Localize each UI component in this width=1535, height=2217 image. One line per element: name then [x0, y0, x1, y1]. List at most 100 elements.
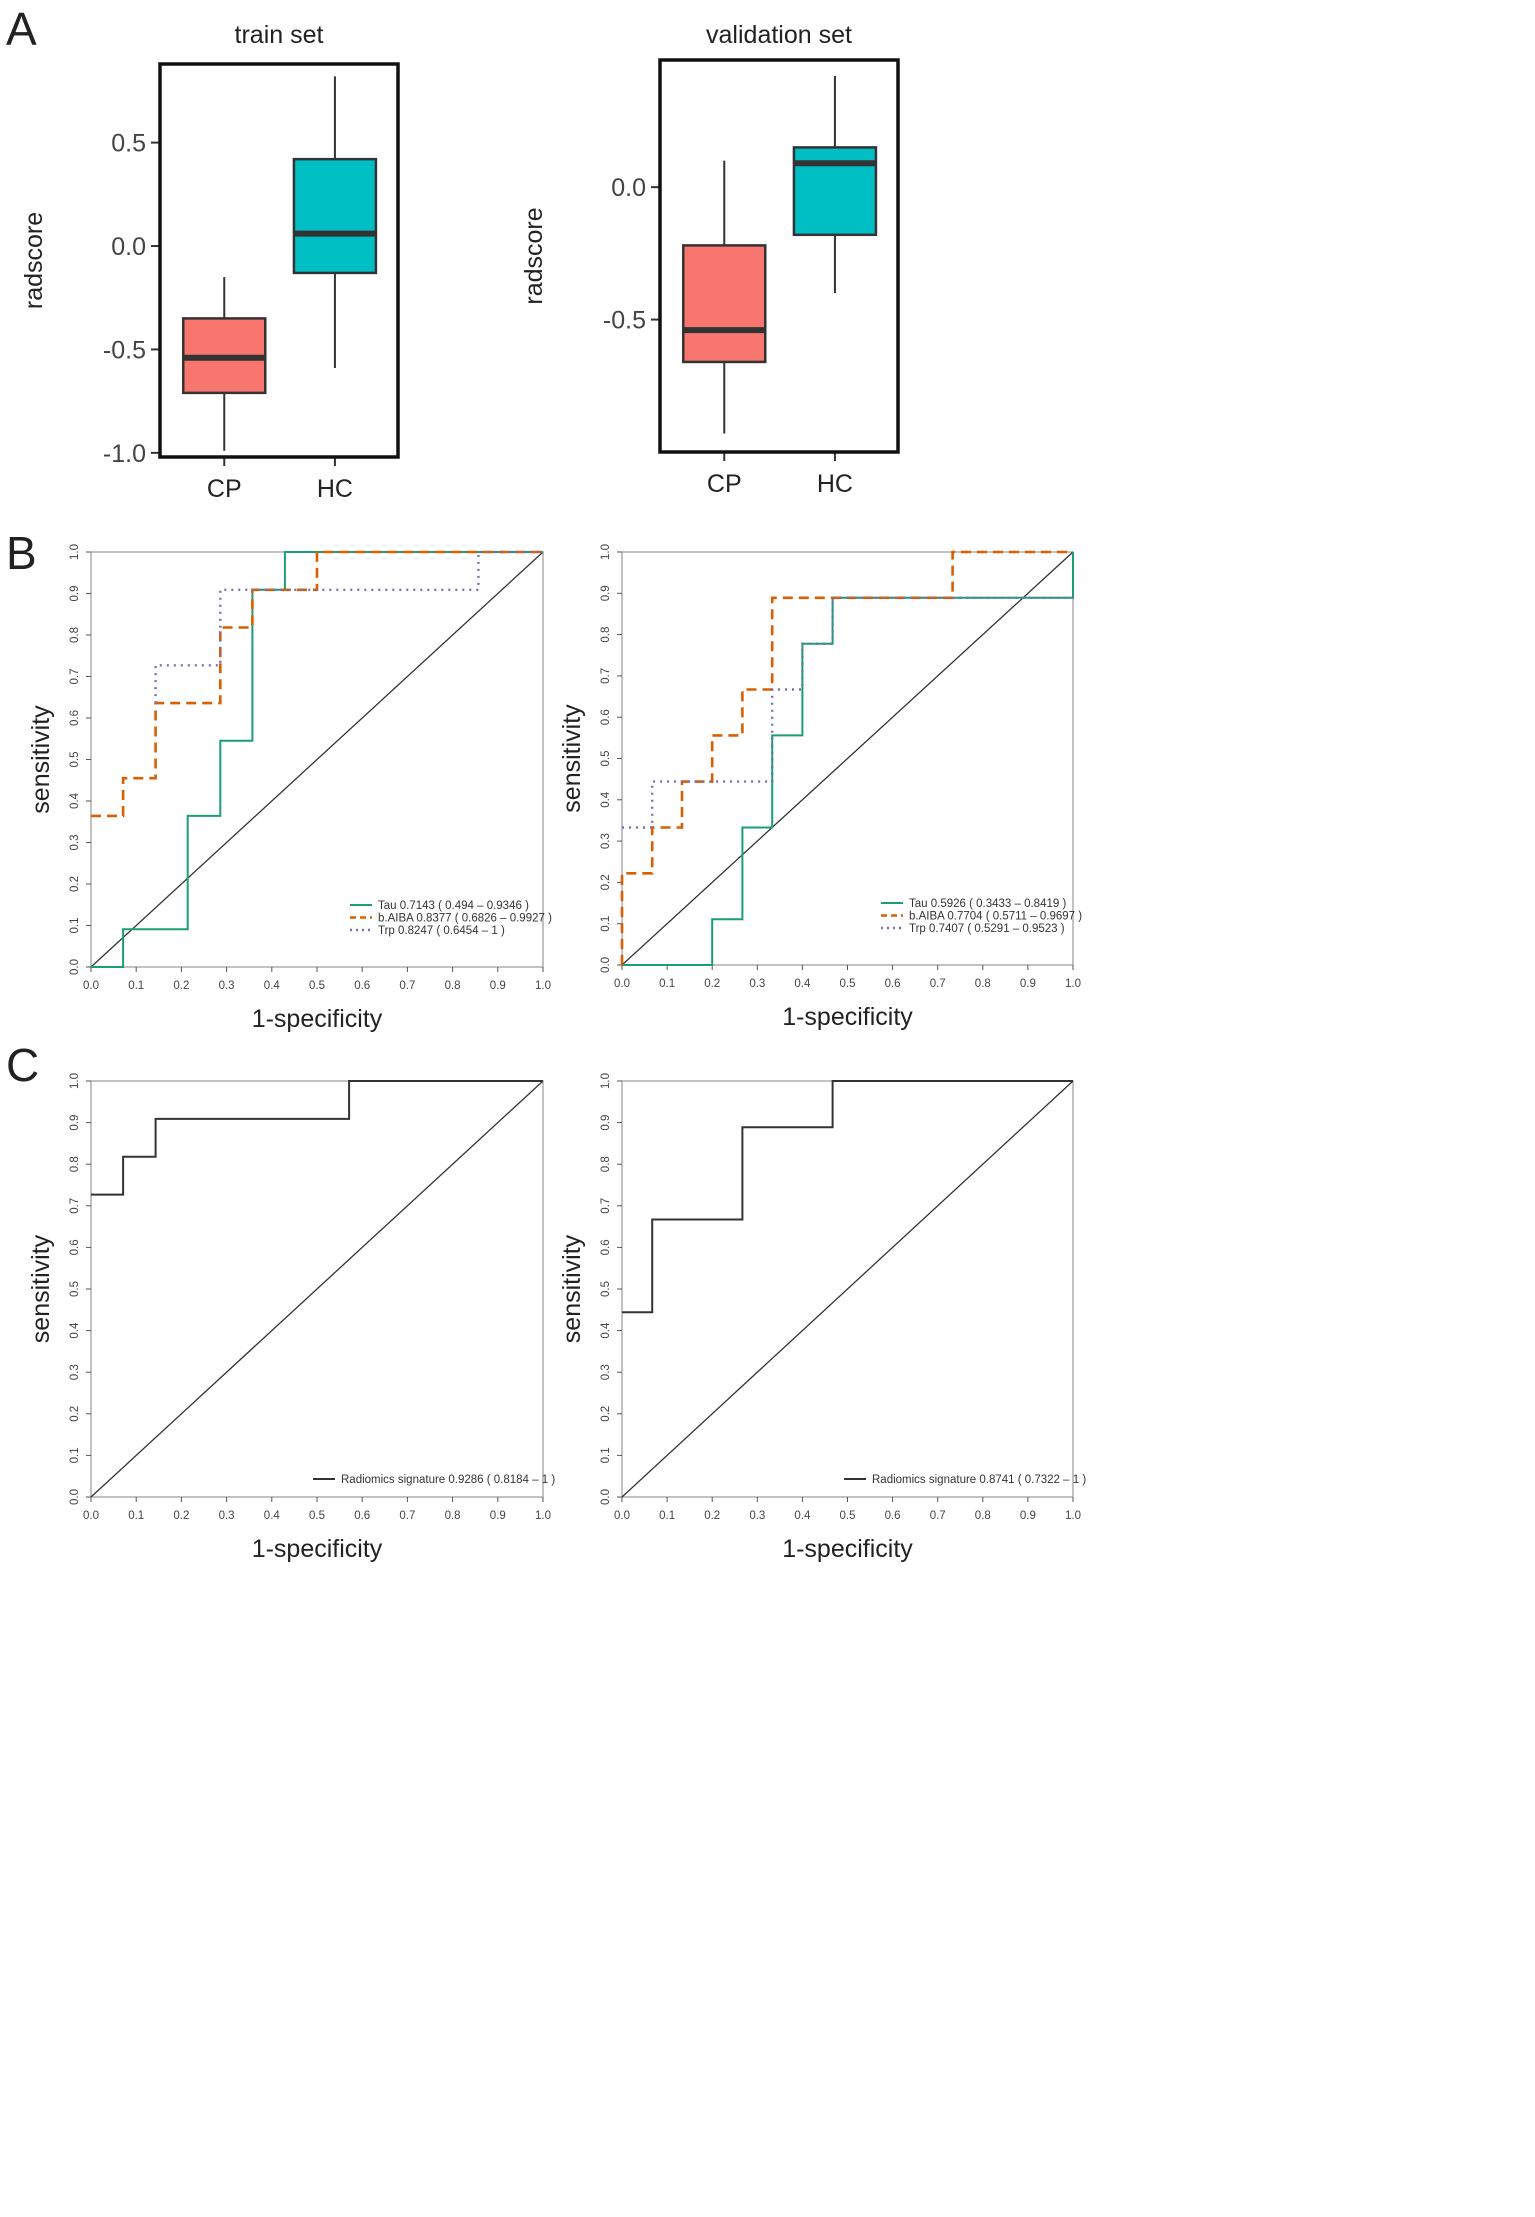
- y-tick-label: 0.0: [69, 1489, 81, 1505]
- x-axis-label: 1-specificity: [252, 1005, 383, 1033]
- x-tick-label: 1.0: [1065, 1510, 1081, 1522]
- panel-letter-c: C: [6, 1039, 40, 1091]
- y-tick-label: 0.4: [69, 792, 81, 809]
- legend-entry: b.AIBA 0.8377 ( 0.6826 – 0.9927 ): [378, 913, 552, 925]
- y-tick-label: 1.0: [600, 1073, 612, 1089]
- x-category-label: CP: [207, 475, 242, 503]
- y-tick-label: 0.3: [600, 833, 612, 849]
- y-tick-label: 1.0: [69, 544, 81, 560]
- y-axis-label: sensitivity: [27, 1234, 55, 1343]
- x-category-label: CP: [707, 470, 742, 498]
- y-tick-label: -1.0: [103, 440, 146, 468]
- x-tick-label: 0.5: [840, 1510, 856, 1522]
- validation-set-boxplot: validation set radscore -0.5 0.0 CP HC: [520, 21, 900, 498]
- y-axis-label: sensitivity: [27, 705, 55, 814]
- y-tick-label: 0.8: [69, 627, 81, 643]
- x-tick-label: 0.7: [930, 978, 946, 990]
- x-tick-label: 0.5: [840, 978, 856, 990]
- y-tick-label: 0.3: [69, 1364, 81, 1380]
- x-tick-label: 0.4: [794, 978, 811, 990]
- x-tick-label: 0.8: [445, 1510, 461, 1522]
- y-tick-label: -0.5: [103, 336, 146, 364]
- y-tick-label: 0.5: [69, 1281, 81, 1297]
- y-tick-label: 0.6: [600, 709, 612, 725]
- roc-line-b-aiba: [620, 550, 1073, 965]
- x-axis-label: 1-specificity: [782, 1003, 913, 1031]
- y-tick-label: 0.8: [600, 627, 612, 643]
- roc-line-b-aiba: [91, 550, 543, 818]
- y-tick-label: 0.3: [600, 1364, 612, 1380]
- y-tick-label: 1.0: [600, 544, 612, 560]
- box-hc: [792, 75, 878, 294]
- y-tick-label: 0.4: [600, 1322, 612, 1339]
- roc-b-train-chart: 0.00.0 0.1 0.1 0.2 0.2 0.3 0.3 0.4 0.4 0.5 0.5 0.6 0…: [27, 544, 552, 1033]
- y-tick-label: 0.9: [69, 586, 81, 602]
- y-tick-label: 0.0: [600, 1489, 612, 1505]
- x-tick-label: 0.9: [490, 1510, 506, 1522]
- x-tick-label: 0.9: [1020, 978, 1036, 990]
- legend-entry: Trp 0.8247 ( 0.6454 – 1 ): [378, 925, 505, 937]
- x-tick-label: 0.1: [128, 1510, 144, 1522]
- x-tick-label: 0.5: [309, 980, 325, 992]
- box-cp: [682, 160, 767, 434]
- x-tick-label: 0.6: [354, 980, 370, 992]
- train-set-boxplot: train set radscore -1.0 -0.5 0.0 0.5 CP HC: [20, 21, 400, 503]
- x-tick-label: 0.6: [885, 978, 901, 990]
- x-category-label: HC: [317, 475, 353, 503]
- y-tick-label: 0.1: [69, 1447, 81, 1463]
- x-tick-label: 0.3: [219, 1510, 235, 1522]
- y-tick-label: 0.8: [600, 1156, 612, 1172]
- y-tick-label: 0.6: [69, 1239, 81, 1255]
- y-tick-label: 0.5: [600, 1281, 612, 1297]
- box-body: [682, 244, 767, 364]
- legend-entry: b.AIBA 0.7704 ( 0.5711 – 0.9697 ): [909, 911, 1082, 923]
- y-tick-label: 0.0: [111, 233, 146, 261]
- x-tick-label: 0.8: [445, 980, 461, 992]
- legend-entry: Tau 0.5926 ( 0.3433 – 0.8419 ): [909, 898, 1066, 910]
- x-tick-label: 0.6: [885, 1510, 901, 1522]
- y-tick-label: 0.6: [69, 710, 81, 726]
- x-tick-label: 0.0: [614, 978, 630, 990]
- y-tick-label: 0.2: [69, 876, 81, 892]
- x-tick-label: 0.1: [659, 978, 675, 990]
- x-tick-label: 0.8: [975, 1510, 991, 1522]
- x-tick-label: 0.0: [83, 980, 99, 992]
- y-tick-label: 0.7: [69, 669, 81, 685]
- x-tick-label: 0.2: [704, 1510, 720, 1522]
- chart-title: validation set: [706, 21, 852, 49]
- y-tick-label: 0.0: [600, 957, 612, 973]
- x-tick-label: 0.9: [490, 980, 506, 992]
- y-axis-label: radscore: [20, 212, 48, 309]
- x-tick-label: 0.6: [354, 1510, 370, 1522]
- x-category-label: HC: [817, 470, 853, 498]
- x-tick-label: 0.1: [128, 980, 144, 992]
- x-tick-label: 1.0: [1065, 978, 1081, 990]
- plot-frame: [158, 62, 400, 459]
- y-tick-label: 0.2: [69, 1406, 81, 1422]
- x-tick-label: 0.7: [399, 980, 415, 992]
- x-tick-label: 0.4: [264, 1510, 281, 1522]
- roc-line-tau: [91, 551, 543, 968]
- x-tick-label: 1.0: [535, 1510, 551, 1522]
- plot-frame: [658, 58, 900, 454]
- legend-entry: Radiomics signature 0.8741 ( 0.7322 – 1 …: [872, 1474, 1086, 1486]
- diagonal-reference-line: [621, 551, 1074, 966]
- x-axis-label: 1-specificity: [782, 1535, 913, 1563]
- roc-line-trp: [154, 550, 543, 704]
- y-axis-label: sensitivity: [558, 704, 586, 813]
- x-tick-label: 0.0: [614, 1510, 630, 1522]
- x-axis-label: 1-specificity: [252, 1535, 383, 1563]
- chart-title: train set: [235, 21, 324, 49]
- roc-b-validation-chart: 0.00.0 0.1 0.1 0.2 0.2 0.3 0.3 0.4 0.4 0.5 0.5 0.6 0…: [558, 544, 1082, 1031]
- y-tick-label: 0.7: [600, 668, 612, 684]
- y-tick-label: 0.4: [69, 1322, 81, 1339]
- y-tick-label: 0.2: [600, 1406, 612, 1422]
- x-tick-label: 1.0: [535, 980, 551, 992]
- x-tick-label: 0.3: [749, 978, 765, 990]
- roc-c-validation-chart: 0.00.0 0.1 0.1 0.2 0.2 0.3 0.3 0.4 0.4 0.5 0.5 0.6 0…: [558, 1073, 1086, 1563]
- x-tick-label: 0.7: [930, 1510, 946, 1522]
- y-axis-label: sensitivity: [558, 1234, 586, 1343]
- roc-c-train-chart: 0.00.0 0.1 0.1 0.2 0.2 0.3 0.3 0.4 0.4 0.5 0.5 0.6 0…: [27, 1073, 555, 1563]
- roc-line-radiomics-signature: [91, 1080, 543, 1196]
- x-tick-label: 0.8: [975, 978, 991, 990]
